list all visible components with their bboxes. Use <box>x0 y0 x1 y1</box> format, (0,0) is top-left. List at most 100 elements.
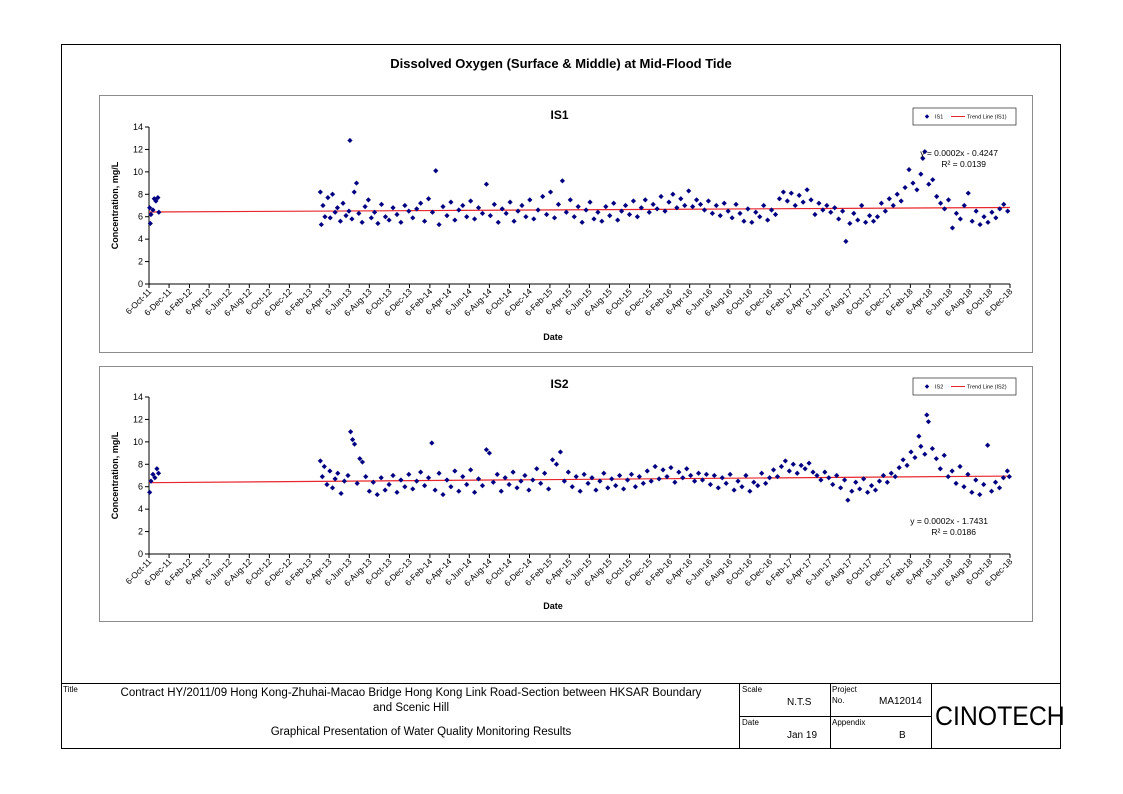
chart1-data-point <box>886 196 892 202</box>
chart2-data-point <box>908 449 914 455</box>
chart2-data-point <box>609 476 615 482</box>
chart2-data-point <box>452 468 458 474</box>
chart2-data-point <box>410 486 416 492</box>
chart2-data-point <box>853 479 859 485</box>
chart1-data-point <box>757 214 763 220</box>
chart1-data-point <box>540 193 546 200</box>
chart1-y-tick-label: 10 <box>133 167 143 177</box>
chart1-data-point <box>571 214 577 220</box>
chart1-data-point <box>784 198 790 204</box>
chart1-title: IS1 <box>550 108 568 122</box>
chart1-data-point <box>674 205 680 211</box>
chart1-data-point <box>705 198 712 204</box>
chart1-data-point <box>535 207 541 213</box>
chart1-data-point <box>402 202 408 209</box>
chart2-data-point <box>432 487 438 493</box>
chart1-data-point <box>973 208 979 214</box>
chart1-data-point <box>686 188 692 194</box>
chart1-data-point <box>153 198 159 204</box>
chart2-legend-series-label: IS2 <box>935 385 943 391</box>
chart2-data-point <box>1006 474 1012 480</box>
chart1-data-point <box>796 192 802 199</box>
chart2-data-point <box>680 475 686 481</box>
chart1-data-point <box>733 201 739 207</box>
chart1-data-point <box>945 197 952 203</box>
chart2-data-point <box>510 469 516 475</box>
chart1-data-point <box>575 204 581 210</box>
chart1-data-point <box>479 210 486 216</box>
chart2-data-point <box>573 474 579 480</box>
chart2-data-point <box>916 433 922 439</box>
chart2-data-point <box>880 472 886 479</box>
chart2-data-point <box>918 443 924 449</box>
chart1-data-point <box>721 200 727 206</box>
chart1-data-point <box>910 180 916 186</box>
chart1-data-point <box>448 199 454 205</box>
chart1-data-point <box>1005 208 1011 214</box>
chart1-y-axis-label: Concentration, mg/L <box>110 161 120 249</box>
chart2-data-point <box>436 470 442 476</box>
chart2-data-point <box>988 488 995 494</box>
chart2-data-point <box>632 484 639 490</box>
chart2-data-point <box>494 471 500 477</box>
scale-label: Scale <box>742 685 763 694</box>
chart2-data-point <box>711 472 717 479</box>
chart1-data-point <box>828 209 834 215</box>
chart1-data-point <box>812 211 818 218</box>
chart1-data-point <box>749 219 755 225</box>
chart2-data-point <box>723 480 729 486</box>
chart1-data-point <box>634 214 640 220</box>
chart2-data-point <box>864 489 871 495</box>
chart2-data-point <box>589 475 595 481</box>
chart1-data-point <box>981 214 987 220</box>
chart1-data-point <box>890 202 896 209</box>
chart1-data-point <box>375 220 381 227</box>
chart1-data-point <box>654 206 660 212</box>
chart2-data-point <box>868 482 875 489</box>
chart1-data-point <box>325 195 331 201</box>
chart2-data-point <box>382 487 388 493</box>
chart2-data-point <box>739 484 745 490</box>
chart1-data-point <box>662 208 668 214</box>
chart1-data-point <box>456 207 462 213</box>
chart2-data-point <box>429 440 435 446</box>
chart1-data-point <box>527 197 533 203</box>
chart2-data-point <box>904 462 910 469</box>
chart2-data-point <box>324 481 330 488</box>
chart2-data-point <box>747 488 753 494</box>
chart1-data-point <box>523 214 529 220</box>
chart2-data-point <box>628 471 635 477</box>
chart2-data-point <box>969 489 975 495</box>
chart1-data-point <box>808 197 814 203</box>
chart1-data-point <box>322 214 328 220</box>
chart2-data-point <box>849 488 855 494</box>
chart1-data-point <box>318 221 324 228</box>
chart1-data-point <box>658 193 664 200</box>
chart1-data-point <box>866 212 873 219</box>
chart2-data-point <box>569 484 575 490</box>
chart2-data-point <box>985 442 991 448</box>
chart2-y-tick-label: 14 <box>133 392 143 402</box>
chart1-data-point <box>378 201 385 207</box>
chart2-equation: y = 0.0002x - 1.7431 <box>910 516 988 526</box>
chart1-data-point <box>353 180 360 186</box>
chart2-data-point <box>348 429 354 435</box>
chart1-data-point <box>599 218 605 224</box>
chart2-data-point <box>786 468 792 474</box>
chart2-data-point <box>953 480 959 486</box>
chart2-data-point <box>490 479 496 485</box>
chart2-data-point <box>896 465 902 471</box>
chart2-data-point <box>150 471 156 477</box>
chart1-data-point <box>941 206 948 212</box>
chart2-data-point <box>464 481 470 488</box>
project-value: MA12014 <box>879 696 922 707</box>
chart1-data-point <box>591 216 597 222</box>
chart2-data-point <box>366 488 372 494</box>
chart1-data-point <box>836 216 842 222</box>
chart2-data-point <box>834 472 840 479</box>
chart2-data-point <box>1004 468 1010 474</box>
chart2-data-point <box>961 484 967 490</box>
chart2-data-point <box>593 487 599 493</box>
chart1-data-point <box>491 201 497 207</box>
chart2-data-point <box>937 466 943 472</box>
